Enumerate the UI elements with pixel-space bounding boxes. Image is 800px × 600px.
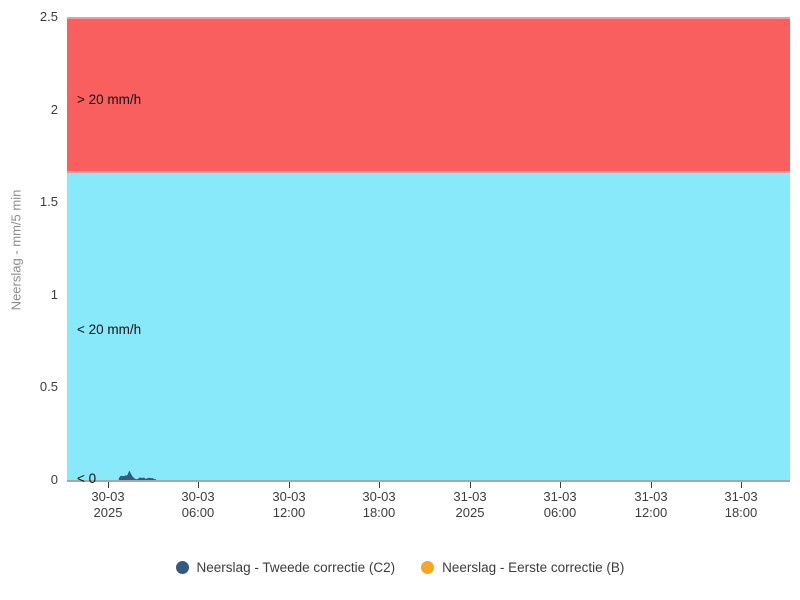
x-tick-label: 31-03 2025 <box>453 489 487 520</box>
series-c2-area <box>118 470 157 480</box>
band-label-below-zero: < 0 <box>77 471 97 486</box>
band-below-20mmh <box>67 173 790 480</box>
x-tick-label: 30-03 06:00 <box>181 489 215 520</box>
x-tick-mark <box>560 482 561 488</box>
x-tick-mark <box>198 482 199 488</box>
y-tick-label: 1.5 <box>39 194 58 209</box>
y-tick-label: 0.5 <box>39 379 58 394</box>
x-tick-mark <box>108 482 109 488</box>
x-axis-line <box>67 480 790 482</box>
band-label-above-20mmh: > 20 mm/h <box>77 92 142 107</box>
x-tick-mark <box>651 482 652 488</box>
band-label-below-20mmh: < 20 mm/h <box>77 322 142 337</box>
band-above-20mmh <box>67 17 790 171</box>
x-tick-label: 31-03 18:00 <box>724 489 758 520</box>
band-boundary-line <box>67 171 790 173</box>
legend-marker-c2-icon <box>175 561 189 574</box>
x-tick-mark <box>379 482 380 488</box>
y-tick-label: 1 <box>50 287 58 302</box>
x-tick-mark <box>470 482 471 488</box>
legend-marker-b-icon <box>421 561 435 574</box>
y-tick-label: 0 <box>50 472 58 487</box>
legend-item-label: Neerslag - Eerste correctie (B) <box>442 560 625 575</box>
x-tick-label: 31-03 12:00 <box>634 489 668 520</box>
x-tick-mark <box>741 482 742 488</box>
x-tick-label: 30-03 18:00 <box>362 489 396 520</box>
legend-item-label: Neerslag - Tweede correctie (C2) <box>196 560 396 575</box>
legend-item-tweede-correctie-c2[interactable]: Neerslag - Tweede correctie (C2) <box>175 560 396 575</box>
legend-item-eerste-correctie-b[interactable]: Neerslag - Eerste correctie (B) <box>421 560 624 575</box>
x-tick-label: 31-03 06:00 <box>543 489 577 520</box>
legend: Neerslag - Tweede correctie (C2) Neersla… <box>0 560 800 575</box>
y-tick-label: 2.5 <box>39 9 58 24</box>
x-tick-mark <box>289 482 290 488</box>
x-tick-label: 30-03 2025 <box>91 489 125 520</box>
y-tick-label: 2 <box>50 102 58 117</box>
x-tick-label: 30-03 12:00 <box>272 489 306 520</box>
plot-area: > 20 mm/h < 20 mm/h <box>67 17 790 480</box>
